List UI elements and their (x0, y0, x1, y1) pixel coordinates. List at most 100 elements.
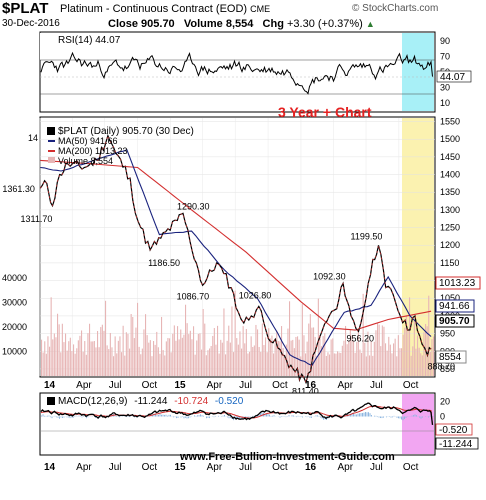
x-axis-label: 15 (174, 462, 186, 473)
macd-histogram-bar (311, 416, 312, 418)
macd-histogram-bar (197, 415, 198, 417)
macd-histogram-bar (383, 416, 384, 418)
change-arrow: ▲ (365, 19, 375, 29)
macd-histogram-bar (369, 413, 371, 417)
volume-bar (170, 352, 172, 376)
volume-bar (58, 324, 60, 376)
volume-bar (245, 328, 247, 376)
volume-bar (282, 347, 284, 376)
volume-bar (199, 333, 201, 376)
volume-bar (98, 347, 100, 376)
macd-signal-tag: -0.520 (435, 423, 473, 436)
volume-bar (111, 347, 113, 376)
macd-histogram-bar (86, 416, 87, 419)
macd-histogram-bar (357, 413, 359, 417)
volume-bar (205, 355, 207, 376)
volume-tick-label: 10000 (2, 347, 27, 357)
x-axis-label: Jul (109, 380, 122, 391)
volume-bar (117, 340, 119, 376)
macd-histogram-bar (126, 416, 128, 418)
macd-tick-label: 0 (440, 412, 445, 422)
price-line-down (40, 134, 432, 384)
volume-bar (297, 336, 299, 376)
x-axis-label: Oct (272, 462, 288, 473)
macd-histogram-bar (134, 416, 135, 418)
macd-histogram-bar (422, 416, 423, 418)
volume-bar (121, 352, 123, 376)
volume-bar (103, 330, 105, 376)
macd-histogram-bar (288, 415, 290, 417)
volume-bar (357, 329, 359, 376)
volume-bar (375, 330, 377, 376)
macd-histogram-bar (167, 415, 168, 417)
volume-bar (50, 297, 52, 376)
volume-bar (329, 354, 331, 376)
volume-bar (129, 348, 131, 376)
macd-histogram-bar (264, 414, 266, 417)
macd-histogram-bar (365, 412, 366, 417)
macd-histogram-bar (356, 414, 357, 417)
macd-histogram-bar (368, 412, 369, 417)
volume-bar (95, 347, 97, 376)
price-point-label: 811.40 (292, 387, 319, 397)
volume-bar (391, 353, 393, 376)
volume-bar (161, 316, 163, 376)
macd-histogram-bar (377, 416, 378, 418)
volume-bar (353, 340, 355, 376)
volume-tick-label: 40000 (2, 273, 27, 283)
legend-price: $PLAT (Daily) 905.70 (30 Dec) (58, 126, 194, 137)
macd-histogram-bar (158, 414, 159, 417)
macd-histogram-bar (173, 416, 174, 418)
volume-bar (41, 339, 43, 376)
volume-bar (346, 344, 348, 376)
macd-histogram-bar (155, 413, 156, 417)
macd-histogram-bar (413, 415, 414, 417)
ma200-line (40, 159, 432, 331)
macd-histogram-bar (252, 415, 254, 417)
volume-bar (132, 316, 134, 376)
volume-bar (173, 325, 175, 376)
price-panel: 1361.30 1311.70 1186.50 1290.30 1086.70 1026.… (2, 104, 481, 397)
volume-bar (314, 336, 316, 376)
volume-bar (343, 340, 345, 376)
rsi-tick-label: 70 (440, 51, 450, 61)
macd-histogram-bar (335, 415, 336, 417)
volume-bar (119, 336, 121, 376)
exchange-label: CME (250, 4, 271, 14)
price-tick-label: 950 (440, 329, 455, 339)
price-tick-label: 1150 (440, 258, 459, 268)
volume-bar (201, 349, 203, 376)
close-tag: 905.70 (435, 314, 475, 328)
volume-bar (197, 333, 199, 376)
volume-bar (185, 304, 187, 376)
volume-bar (266, 352, 268, 376)
volume-bar (324, 333, 326, 376)
change-value: +3.30 (+0.37%) (287, 18, 363, 30)
volume-bar (76, 348, 78, 376)
macd-histogram-bar (249, 416, 251, 418)
volume-bar (61, 323, 63, 376)
macd-histogram-bar (81, 416, 83, 418)
volume-bar (188, 334, 190, 376)
volume-bar (298, 339, 300, 376)
volume-bar (308, 323, 310, 376)
macd-histogram-bar (419, 416, 420, 418)
macd-histogram-bar (170, 414, 171, 417)
price-point-label: 1361.30 (2, 184, 35, 194)
macd-tick-label: 20 (440, 397, 450, 407)
legend-volume-swatch (48, 157, 55, 163)
macd-line (40, 402, 434, 425)
volume-bar (105, 300, 107, 376)
volume-bar (215, 344, 217, 376)
volume-bar (164, 355, 166, 376)
price-tick-label: 1500 (440, 134, 460, 144)
volume-bar (433, 336, 435, 376)
macd-histogram-bar (194, 415, 195, 417)
volume-bar (89, 323, 91, 376)
macd-histogram-bar (42, 414, 44, 417)
volume-bar (113, 356, 115, 376)
volume-bar (204, 323, 206, 376)
macd-histogram-bar (399, 416, 401, 419)
volume-bar (210, 345, 212, 376)
volume-bar (157, 347, 159, 376)
